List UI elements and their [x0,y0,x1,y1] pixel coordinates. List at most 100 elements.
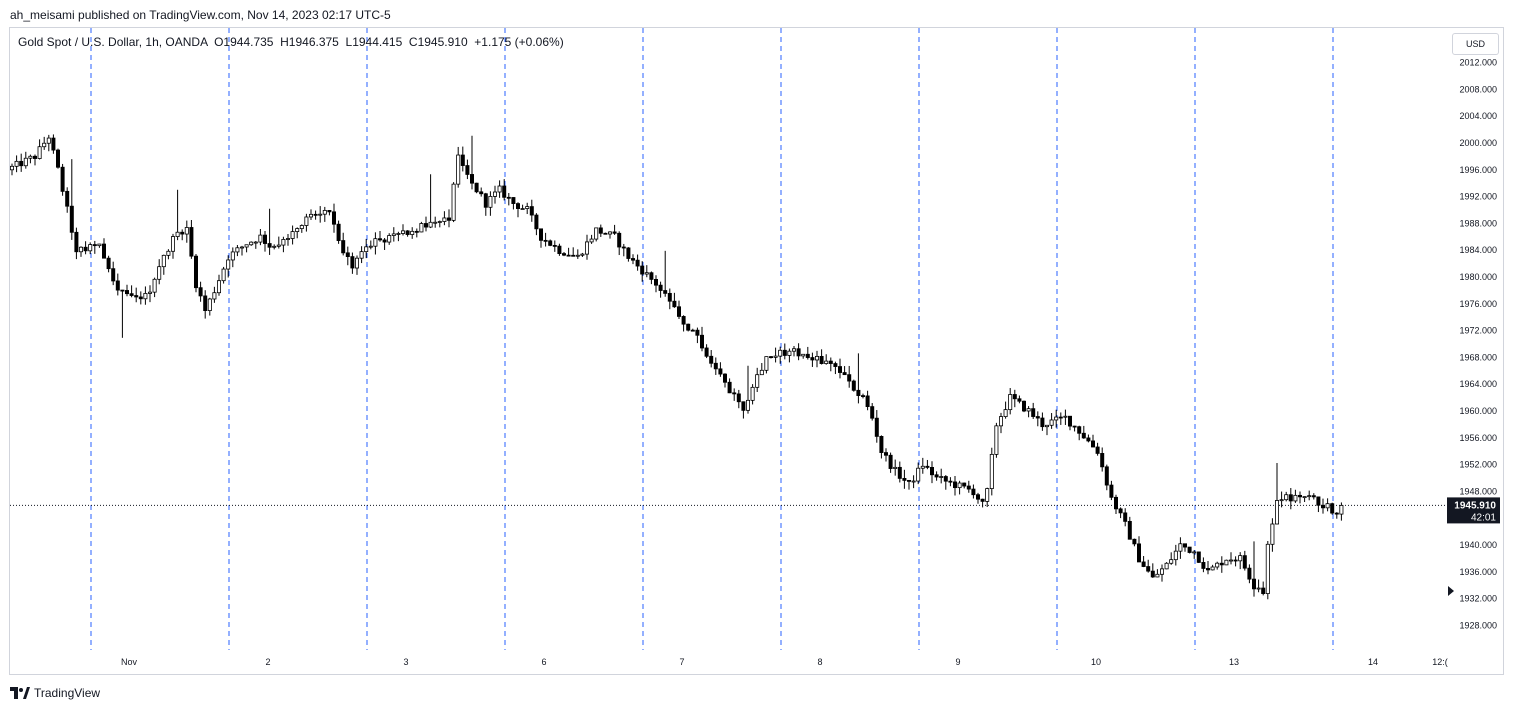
scroll-to-realtime-arrow-icon[interactable] [1448,586,1454,596]
candle-body [60,166,65,192]
candle-body [299,225,304,229]
candle-body [180,231,185,235]
candle-body [603,232,608,235]
candle [446,209,451,228]
candle [92,240,97,254]
candle-body [1219,562,1224,566]
candle [262,231,267,252]
currency-button[interactable]: USD [1452,33,1499,55]
candle-body [1339,505,1344,515]
time-tick-label: 9 [955,657,960,667]
candle [741,401,746,419]
candle-body [336,223,341,241]
candle [562,252,567,257]
candle-body [539,228,544,241]
candle-body [488,195,493,208]
candle-body [258,234,263,243]
candle-body [1173,550,1178,561]
candle [934,471,939,481]
candle-body [1275,500,1280,525]
price-tag: 1945.910 42:01 [1447,497,1500,524]
candle-body [465,165,470,175]
candle [861,393,866,399]
candle-body [1150,570,1155,578]
candle [1104,464,1109,491]
candle-body [327,210,332,213]
candle-body [161,254,166,268]
price-tick-label: 1996.000 [1459,165,1497,175]
candle [989,447,994,496]
candle-body [1302,496,1307,499]
candle-body [1146,566,1151,572]
candle-body [585,241,590,255]
candle-body [304,216,309,226]
candle [612,224,617,235]
candle [571,247,576,257]
price-tick-label: 1940.000 [1459,540,1497,550]
candle-body [1229,559,1234,562]
candle-body [396,233,401,235]
candle [433,216,438,228]
candle [1040,412,1045,431]
candle-body [976,494,981,500]
candle [667,288,672,310]
candle-body [92,244,97,247]
candle [322,206,327,222]
candle-body [833,363,838,367]
candle [796,343,801,361]
candle [1109,480,1114,501]
candle [249,241,254,246]
candle-body [939,476,944,478]
candle [74,227,79,260]
candle-body [805,353,810,358]
candle-body [543,239,548,242]
candle [60,163,65,196]
price-tick-label: 1932.000 [1459,594,1497,604]
candle [842,366,847,376]
candle-body [759,369,764,376]
footer-branding[interactable]: TradingView [10,686,100,700]
candle [391,227,396,242]
candle [847,365,852,388]
candle [902,469,907,489]
candle [354,255,359,275]
candle-body [354,257,359,269]
candle-body [350,256,355,269]
candle-body [916,467,921,482]
candle-body [1215,562,1220,568]
candle-body [1077,426,1082,434]
candle [893,459,898,476]
candle-body [534,214,539,230]
candle [1091,434,1096,448]
candle [14,155,19,173]
candle [916,462,921,485]
candle [1215,561,1220,570]
candle-body [516,203,521,209]
candle-body [686,323,691,331]
candle-body [272,245,277,248]
candle-body [106,257,111,270]
candle [851,379,856,392]
candle [479,187,484,197]
chart-frame[interactable] [9,27,1504,675]
candle-body [1261,587,1266,594]
candle-body [612,231,617,234]
candle [713,357,718,375]
candle-body [56,149,61,168]
candle [585,234,590,260]
candle-body [437,221,442,223]
candle-body [1017,398,1022,402]
candle-body [318,213,323,216]
candle [534,213,539,236]
candle [313,210,318,220]
candle-body [971,488,976,496]
time-tick-label: 10 [1091,657,1101,667]
candle-body [801,353,806,357]
candle [483,192,488,216]
candle [405,230,410,237]
candle-body [143,293,148,300]
candle [336,220,341,244]
candle [879,435,884,459]
candle [755,367,760,392]
